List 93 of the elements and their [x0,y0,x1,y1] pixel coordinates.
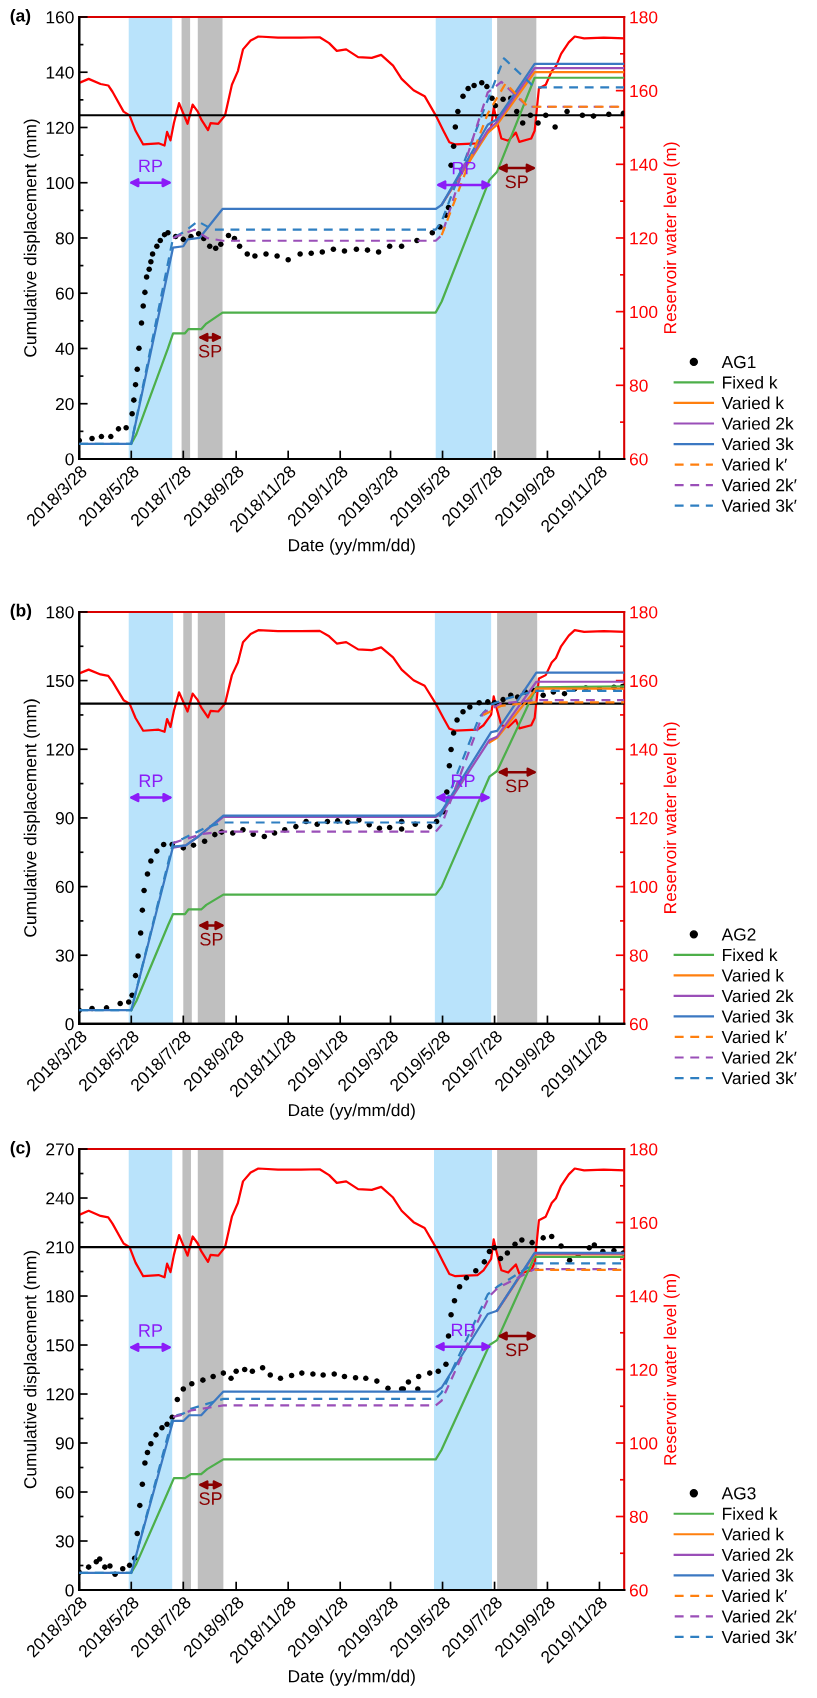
y-tick-label: 180 [46,1290,74,1303]
legend-label: Varied 2k′ [721,478,797,492]
y-tick-label: 160 [46,11,74,24]
legend-label: Varied 3k′ [721,1071,797,1085]
y2-tick-label: 160 [630,84,658,98]
y2-tick-label: 160 [630,674,658,688]
y2-tick-label: 140 [630,158,658,171]
y2-tick-label: 180 [630,11,658,24]
y-tick-label: 60 [55,880,74,894]
y2-tick-label: 60 [629,1584,648,1597]
annotation: SP [505,1343,529,1357]
annotation: SP [505,175,528,189]
x-axis-title: Date (yy/mm/dd) [289,1103,415,1120]
y2-tick-label: 140 [630,743,658,756]
y-tick-label: 30 [55,949,74,962]
y-tick-label: 150 [46,674,74,688]
annotation: SP [200,932,223,946]
y2-axis-title: Reservoir water level (m) [663,142,680,334]
y-tick-label: 120 [46,1388,74,1401]
legend-label: Varied k [721,968,785,982]
y2-tick-label: 180 [630,1143,658,1156]
y2-tick-label: 80 [629,1510,648,1523]
y2-tick-label: 120 [630,1363,658,1376]
annotation: RP [139,774,163,787]
y-axis-title: Cumulative displacement (mm) [23,1250,40,1489]
legend-label: Varied 3k [721,1009,794,1023]
y2-tick-label: 120 [630,232,658,245]
legend-label: Varied k′ [721,1589,787,1603]
legend-label: Varied 2k′ [721,1051,797,1064]
y-tick-label: 30 [55,1535,74,1548]
legend-label: AG2 [721,928,756,941]
y2-tick-label: 100 [630,880,658,894]
legend-label: Varied 3k [721,1568,794,1582]
annotation: RP [139,159,163,173]
y-tick-label: 100 [46,176,74,190]
y-tick-label: 0 [65,1018,74,1031]
y-tick-label: 40 [55,342,74,355]
y2-tick-label: 140 [630,1290,658,1303]
legend-label: Varied k′ [721,1030,787,1044]
chart-title: (c) [10,1140,31,1158]
annotation: SP [505,779,529,793]
y2-tick-label: 120 [630,812,658,825]
y-tick-label: 120 [46,743,74,756]
legend-label: Fixed k [723,948,778,962]
y-tick-label: 270 [46,1143,74,1156]
legend-label: Varied 3k [721,437,794,451]
x-axis-title: Date (yy/mm/dd) [289,538,415,555]
y-tick-label: 0 [65,453,74,466]
y-tick-label: 90 [55,1437,74,1450]
legend-label: Varied k′ [721,458,787,471]
y-tick-label: 90 [55,812,74,825]
y2-tick-label: 180 [630,606,658,619]
annotation: SP [199,1492,222,1505]
legend-label: Varied 3k′ [721,499,797,512]
y-tick-label: 60 [55,287,74,300]
y-tick-label: 210 [46,1241,74,1254]
y2-tick-label: 60 [629,453,648,466]
y2-tick-label: 60 [629,1018,648,1031]
legend-label: AG3 [721,1487,756,1500]
annotation: SP [198,344,222,358]
y-axis-title: Cumulative displacement (mm) [23,119,40,357]
legend-label: Varied k [721,1527,785,1541]
y-tick-label: 120 [46,121,74,134]
y2-tick-label: 100 [630,1437,658,1450]
y2-tick-label: 80 [629,379,648,392]
y-tick-label: 140 [46,66,74,79]
y-tick-label: 20 [55,397,74,411]
chart-title: (a) [10,8,31,26]
y2-tick-label: 160 [630,1216,658,1229]
x-axis-title: Date (yy/mm/dd) [289,1669,415,1686]
y-tick-label: 0 [65,1584,74,1597]
y-tick-label: 60 [55,1486,74,1499]
legend-label: AG1 [721,355,756,369]
y2-axis-title: Reservoir water level (m) [663,1274,680,1465]
legend-label: Fixed k [723,375,778,389]
legend-label: Varied 2k [721,989,794,1003]
legend-label: Varied 3k′ [721,1630,797,1644]
legend-label: Varied 2k [721,416,794,430]
y-tick-label: 150 [46,1339,74,1352]
legend-label: Varied 2k [721,1548,794,1562]
y-axis-title: Cumulative displacement (mm) [23,699,40,937]
legend-label: Varied k [721,396,785,410]
chart-title: (b) [10,603,32,621]
y-tick-label: 80 [55,232,74,245]
annotation: RP [451,1323,475,1337]
legend-label: Varied 2k′ [721,1609,797,1623]
y2-axis-title: Reservoir water level (m) [663,722,680,913]
y2-tick-label: 100 [630,305,658,319]
annotation: RP [139,1324,163,1337]
legend-label: Fixed k [723,1507,778,1520]
y2-tick-label: 80 [629,949,648,962]
y-tick-label: 180 [46,606,74,619]
y-tick-label: 240 [46,1192,74,1205]
